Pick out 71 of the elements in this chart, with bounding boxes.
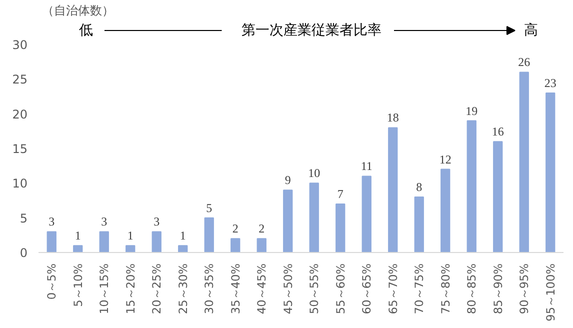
bar xyxy=(388,127,398,252)
text: 高 xyxy=(524,22,538,38)
data-label: 7 xyxy=(337,186,344,201)
y-tick-label: 25 xyxy=(12,72,28,87)
x-tick-label: 85～90% xyxy=(490,263,505,314)
data-label: 1 xyxy=(127,228,134,243)
bar xyxy=(46,231,56,252)
x-tick-label: 15～20% xyxy=(123,263,138,314)
x-tick-label: 95～100% xyxy=(543,263,558,322)
bar xyxy=(414,196,424,252)
bar xyxy=(519,72,529,252)
data-label: 1 xyxy=(74,228,81,243)
text: 低 xyxy=(78,22,93,38)
y-tick-label: 0 xyxy=(20,246,28,260)
y-axis-title: （自治体数） xyxy=(42,4,114,18)
data-label: 12 xyxy=(439,152,452,166)
data-label: 19 xyxy=(466,104,478,118)
y-tick-label: 15 xyxy=(12,142,28,156)
bar xyxy=(493,141,503,252)
bar xyxy=(256,238,266,252)
x-tick-label: 40～45% xyxy=(254,263,269,314)
data-label: 26 xyxy=(518,55,530,70)
bar xyxy=(152,231,162,252)
x-tick-label: 50～55% xyxy=(307,263,322,314)
y-tick-label: 20 xyxy=(12,107,28,122)
text: 第一次産業従業者比率 xyxy=(242,22,382,38)
data-label: 18 xyxy=(386,110,399,125)
x-tick-label: 80～85% xyxy=(464,263,479,314)
data-label: 3 xyxy=(154,214,160,229)
y-tick-label: 30 xyxy=(12,38,28,52)
data-label: 23 xyxy=(544,76,556,90)
x-tick-label: 65～70% xyxy=(386,263,400,314)
data-label: 3 xyxy=(48,214,55,229)
y-tick-label: 10 xyxy=(12,176,28,191)
x-tick-label: 45～50% xyxy=(280,263,295,314)
x-tick-label: 75～80% xyxy=(438,263,452,314)
data-label: 1 xyxy=(180,228,186,243)
x-tick-label: 10～15% xyxy=(97,263,112,314)
bar xyxy=(440,168,450,252)
data-label: 8 xyxy=(416,180,422,194)
bar xyxy=(283,190,293,252)
data-label: 3 xyxy=(101,214,108,229)
bar xyxy=(309,182,319,252)
x-tick-label: 90～95% xyxy=(517,263,532,314)
x-tick-label: 30～35% xyxy=(202,263,216,314)
x-tick-label: 25～30% xyxy=(176,263,190,314)
bar xyxy=(362,176,372,252)
bar xyxy=(126,245,136,252)
x-tick-label: 55～60% xyxy=(333,263,348,314)
y-tick-label: 5 xyxy=(20,211,28,226)
x-tick-label: 5～10% xyxy=(70,263,85,307)
bar xyxy=(99,231,109,252)
data-label: 2 xyxy=(232,222,238,236)
bar xyxy=(178,245,188,252)
x-tick-label: 0～5% xyxy=(44,263,59,300)
bar xyxy=(73,245,83,252)
bar xyxy=(466,120,476,252)
data-label: 16 xyxy=(492,124,504,139)
bar xyxy=(204,217,214,252)
bar xyxy=(546,92,556,252)
data-label: 9 xyxy=(284,173,291,188)
data-label: 5 xyxy=(206,200,212,215)
data-label: 2 xyxy=(258,222,265,236)
x-tick-label: 60～65% xyxy=(360,263,374,314)
x-tick-label: 35～40% xyxy=(228,263,242,314)
data-label: 11 xyxy=(360,159,372,174)
data-label: 10 xyxy=(308,166,320,180)
x-tick-label: 70～75% xyxy=(412,263,426,314)
x-tick-label: 20～25% xyxy=(150,263,164,314)
bar xyxy=(230,238,240,252)
bar xyxy=(336,203,346,252)
